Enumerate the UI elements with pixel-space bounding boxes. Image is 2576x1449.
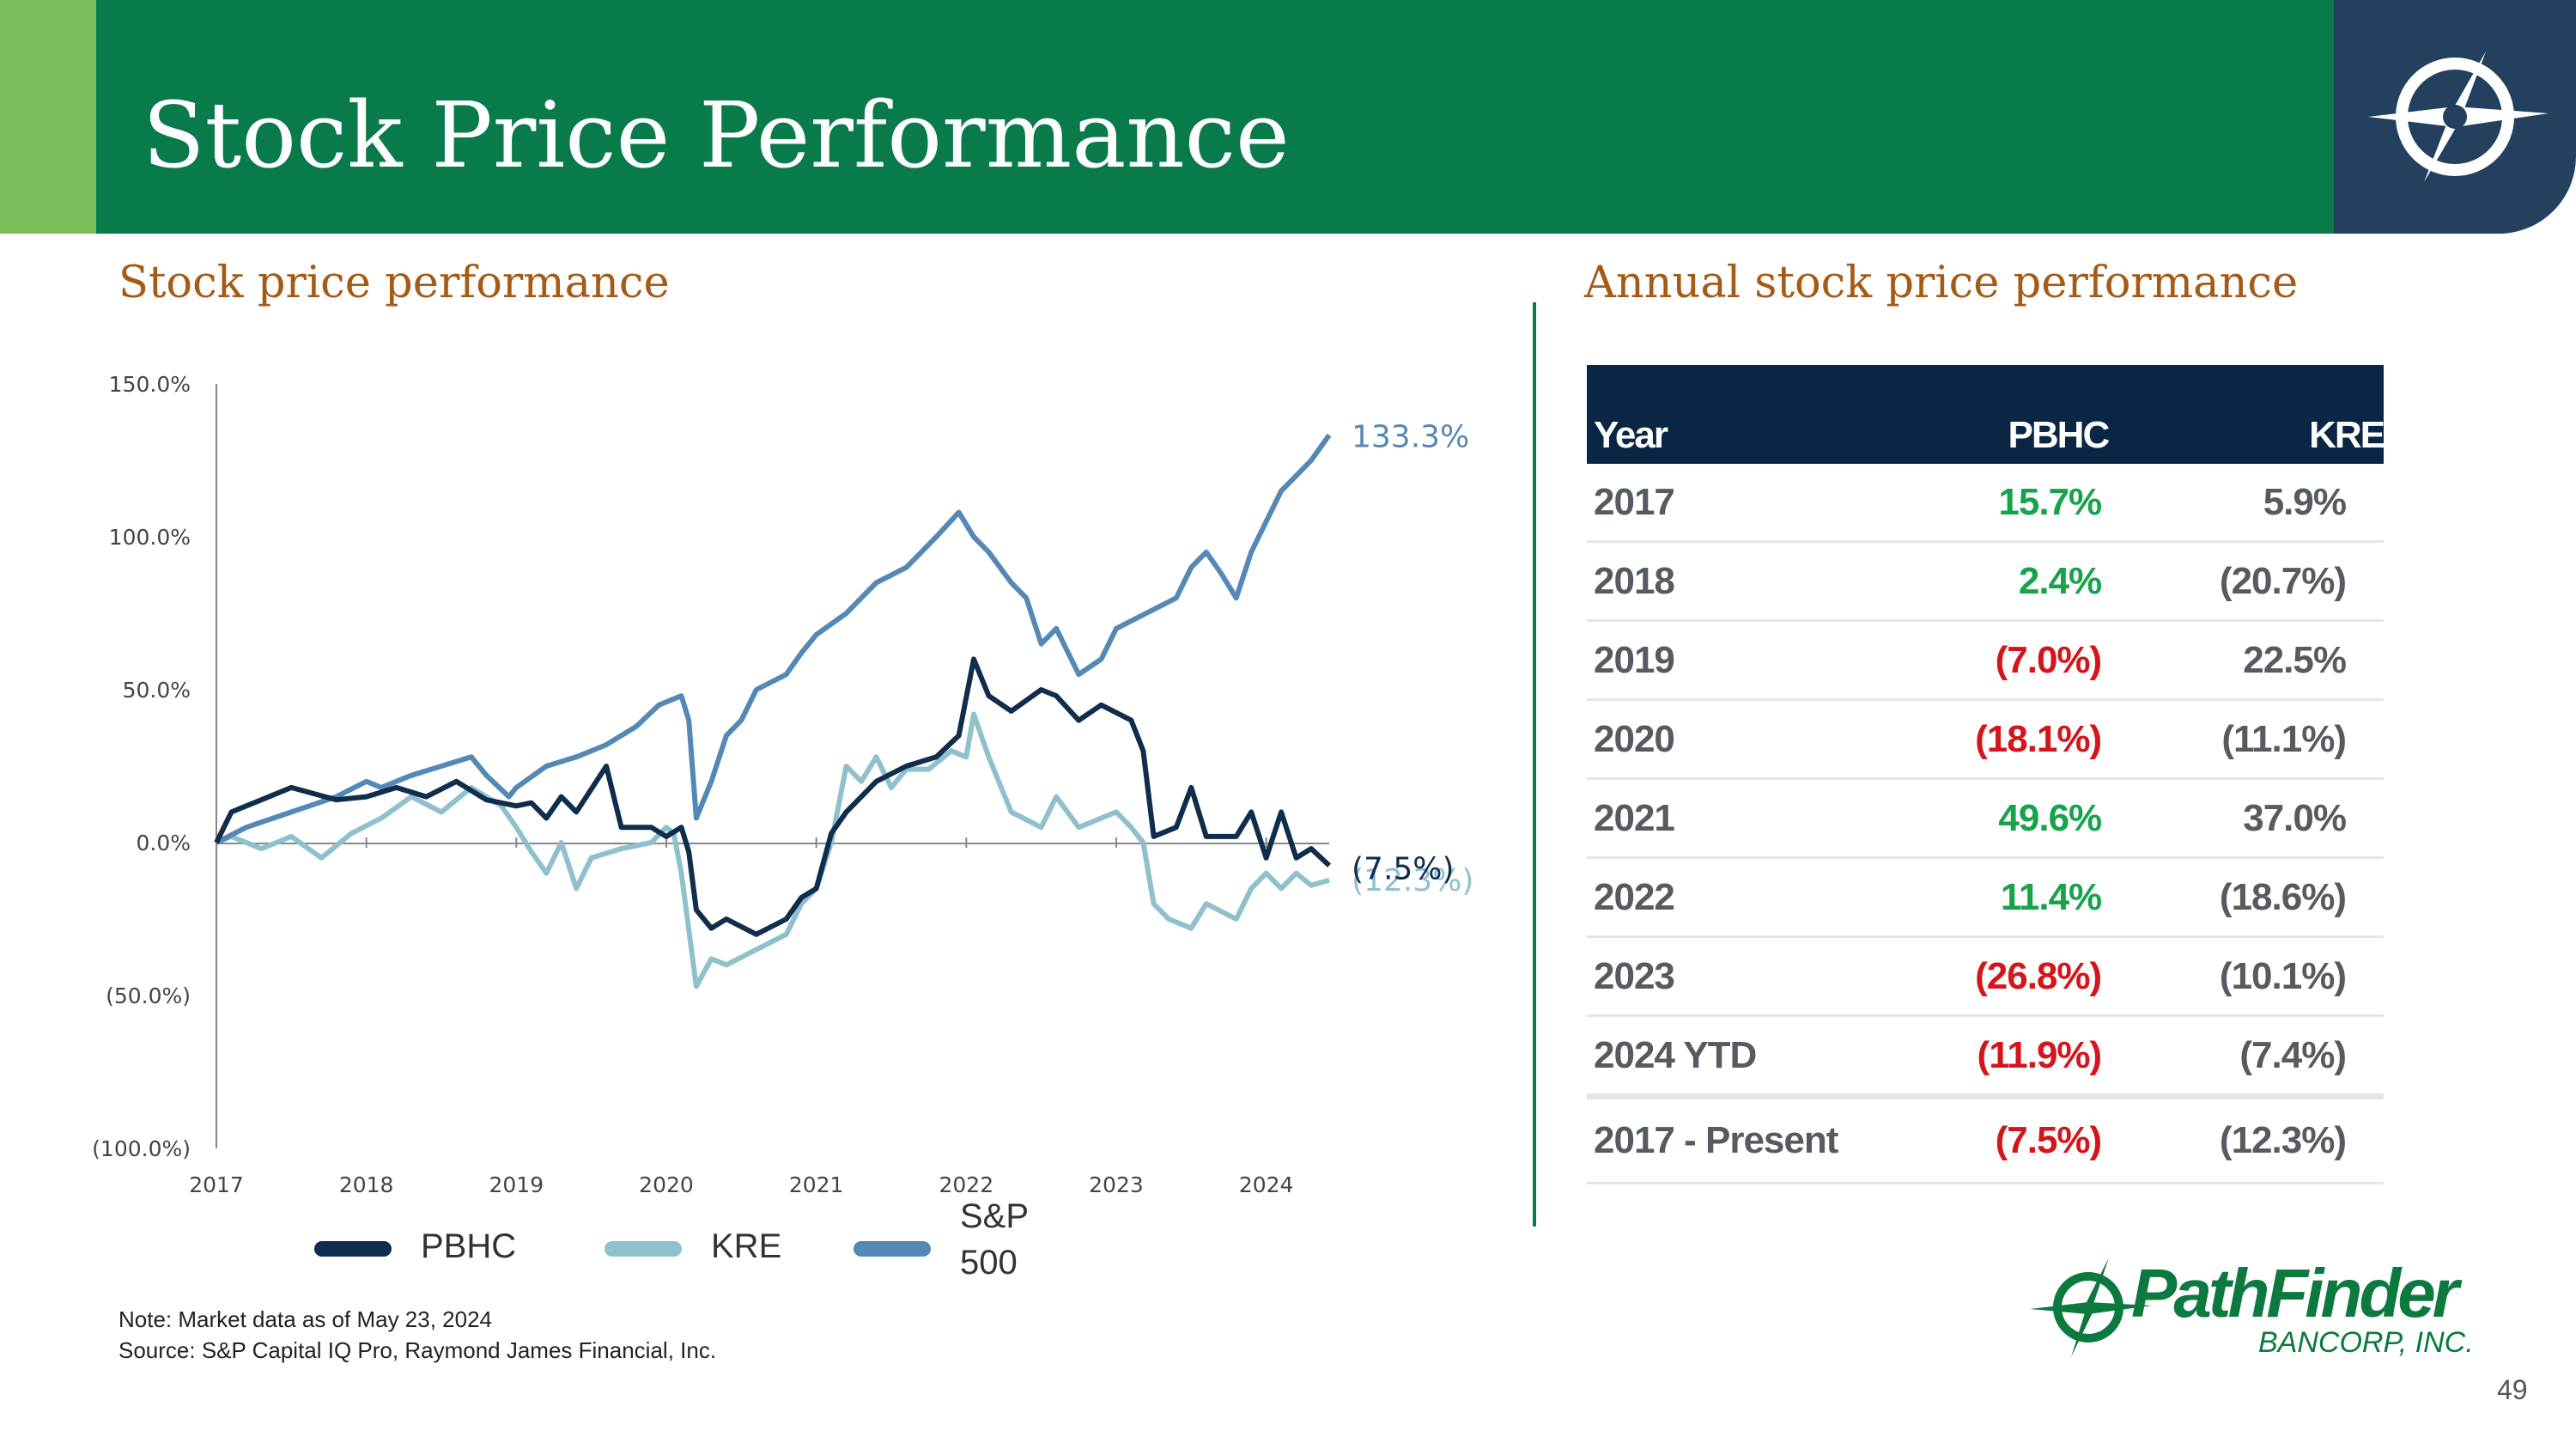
row-pbhc-value: (18.1%) [1975, 717, 2102, 760]
series-line-kre [215, 711, 1330, 989]
section-divider [1533, 302, 1536, 1227]
y-tick-label: 50.0% [123, 678, 191, 703]
chart-section-title: Stock price performance [118, 258, 670, 308]
legend-label-sp500: S&P 500 [960, 1197, 1030, 1282]
legend-label-pbhc: PBHC [421, 1227, 517, 1265]
x-tick-label: 2020 [639, 1172, 694, 1197]
row-year: 2017 [1594, 480, 1675, 523]
x-tick-label: 2021 [789, 1172, 844, 1197]
row-kre-value: (11.1%) [2221, 717, 2347, 760]
table-header-row: Year PBHC KRE [1587, 365, 2385, 464]
row-pbhc-value: (11.9%) [1977, 1033, 2103, 1076]
x-tick-label: 2019 [489, 1172, 544, 1197]
row-kre-value: 22.5% [2243, 638, 2347, 681]
table-total-row: 2017 - Present (7.5%) (12.3%) [1587, 1096, 2384, 1184]
row-pbhc-value: (7.0%) [1995, 638, 2103, 681]
table-row: 2019 (7.0%) 22.5% [1587, 622, 2384, 701]
row-kre-value: 5.9% [2263, 480, 2347, 523]
row-kre-value: (20.7%) [2219, 559, 2347, 602]
y-tick-label: (50.0%) [106, 983, 191, 1008]
x-tick-label: 2022 [939, 1172, 994, 1197]
note-source: Source: S&P Capital IQ Pro, Raymond Jame… [118, 1337, 717, 1363]
row-kre-value: (18.6%) [2219, 875, 2347, 918]
table-section-title: Annual stock price performance [1584, 258, 2299, 308]
brand-subtitle: BANCORP, INC. [2258, 1326, 2474, 1359]
kre-swatch [605, 1241, 682, 1257]
note-date: Note: Market data as of May 23, 2024 [118, 1306, 493, 1332]
series-line-s-p-500 [215, 433, 1332, 845]
table-row: 2018 2.4% (20.7%) [1587, 543, 2384, 622]
table-row: 2024 YTD (11.9%) (7.4%) [1587, 1017, 2384, 1096]
x-tick-label: 2018 [339, 1172, 394, 1197]
end-label-pbhc: (7.5%) [1352, 852, 1455, 887]
row-year: 2023 [1594, 954, 1675, 997]
header-kre: KRE [2309, 414, 2385, 456]
table-row: 2023 (26.8%) (10.1%) [1587, 938, 2384, 1017]
end-label-s-p-500: 133.3% [1352, 419, 1469, 454]
table-row: 2021 49.6% 37.0% [1587, 780, 2384, 859]
y-tick-label: 100.0% [109, 525, 191, 550]
annual-performance-table: Year PBHC KRE 2017 15.7% 5.9% 2018 2.4% … [1587, 365, 2385, 1184]
table-row: 2020 (18.1%) (11.1%) [1587, 701, 2384, 780]
header-band [96, 0, 2334, 234]
row-kre-value: 37.0% [2243, 796, 2347, 839]
row-year: 2022 [1594, 875, 1675, 918]
end-label-kre: (12.3%) [1352, 863, 1473, 898]
header-accent-bar [0, 0, 96, 234]
performance-line-chart: 150.0% 100.0% 50.0% 0.0% (50.0%) (100.0%) 201… [92, 372, 1473, 1197]
chart-notes: Note: Market data as of May 23, 2024 Sou… [118, 1304, 716, 1366]
x-tick-label: 2024 [1239, 1172, 1294, 1197]
row-year: 2020 [1594, 717, 1675, 760]
legend-label-kre: KRE [711, 1227, 782, 1265]
y-tick-label: 150.0% [109, 372, 191, 397]
row-kre-value: (7.4%) [2239, 1033, 2347, 1076]
y-tick-label: (100.0%) [92, 1136, 191, 1161]
table-row: 2017 15.7% 5.9% [1587, 464, 2384, 543]
compass-logo-icon [2368, 52, 2549, 182]
sp500-swatch [854, 1241, 931, 1257]
pbhc-swatch [314, 1241, 392, 1257]
row-pbhc-value: 15.7% [1998, 480, 2102, 523]
total-year: 2017 - Present [1594, 1119, 1838, 1161]
total-kre-value: (12.3%) [2219, 1119, 2347, 1161]
total-pbhc-value: (7.5%) [1995, 1119, 2103, 1161]
header-year: Year [1594, 414, 1668, 456]
table-row: 2022 11.4% (18.6%) [1587, 859, 2384, 938]
legend-item-sp500: S&P 500 [854, 1197, 1111, 1293]
row-pbhc-value: 11.4% [2000, 875, 2102, 918]
header-pbhc: PBHC [2008, 414, 2111, 456]
brand-name: PathFinder [2131, 1255, 2459, 1331]
row-pbhc-value: 49.6% [1998, 796, 2102, 839]
legend-item-kre: KRE [605, 1198, 862, 1293]
header-logo-box [2334, 0, 2576, 234]
legend-item-pbhc: PBHC [314, 1198, 572, 1293]
brand-compass-icon [2030, 1257, 2152, 1357]
row-kre-value: (10.1%) [2219, 954, 2347, 997]
row-year: 2019 [1594, 638, 1675, 681]
x-tick-label: 2023 [1089, 1172, 1144, 1197]
page-number: 49 [2497, 1374, 2528, 1405]
series-line-pbhc [214, 656, 1332, 937]
y-tick-label: 0.0% [136, 831, 191, 855]
row-year: 2024 YTD [1594, 1033, 1757, 1076]
row-pbhc-value: 2.4% [2018, 559, 2102, 602]
x-tick-label: 2017 [189, 1172, 244, 1197]
row-pbhc-value: (26.8%) [1975, 954, 2102, 997]
pathfinder-brand-logo: PathFinder BANCORP, INC. [2026, 1237, 2490, 1374]
row-year: 2021 [1594, 796, 1675, 839]
row-year: 2018 [1594, 559, 1675, 602]
page-title: Stock Price Performance [143, 82, 1290, 188]
